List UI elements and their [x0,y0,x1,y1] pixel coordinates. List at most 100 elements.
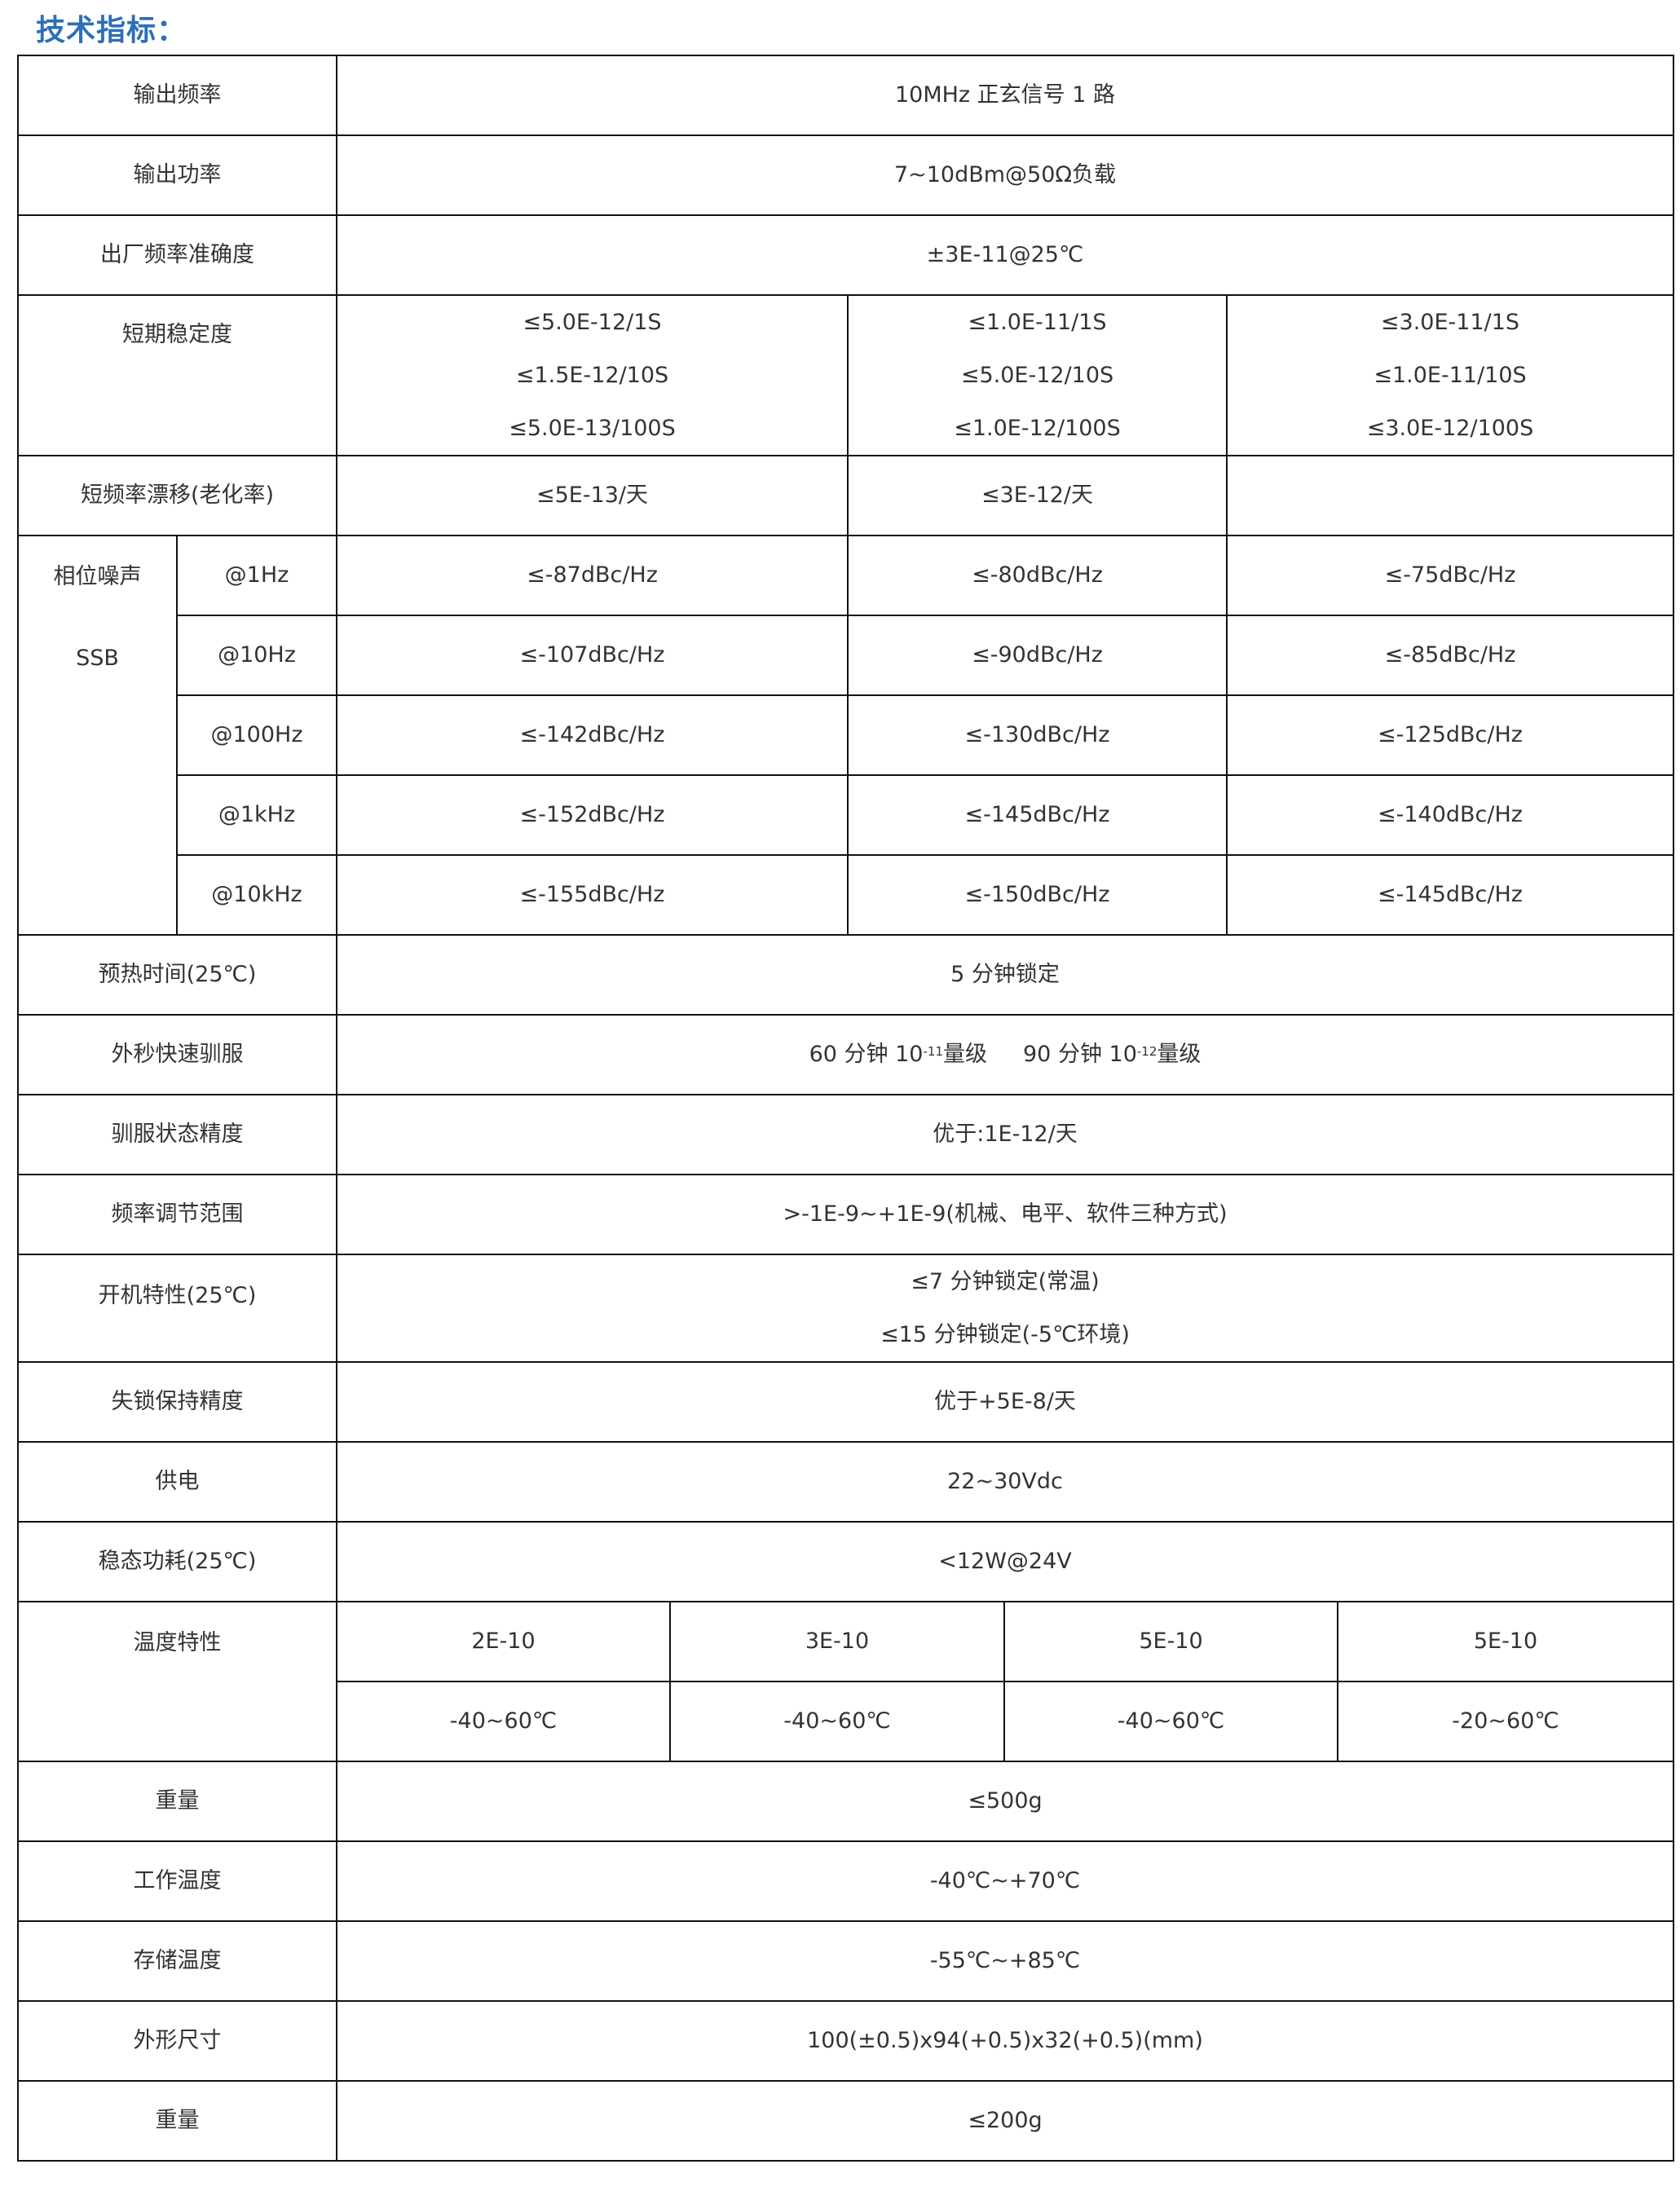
spec-value: ≤3E-12/天 [847,455,1228,536]
spec-label: 供电 [17,1441,337,1523]
spec-value: ≤-75dBc/Hz [1226,535,1674,616]
spec-row-phase-noise: @10Hz ≤-107dBc/Hz ≤-90dBc/Hz ≤-85dBc/Hz [18,615,1674,696]
spec-value-line: ≤1.0E-11/10S [1374,363,1527,388]
spec-value-group: ≤1.0E-11/1S ≤5.0E-12/10S ≤1.0E-12/100S [847,294,1228,456]
spec-row-temperature-range: -40~60℃ -40~60℃ -40~60℃ -20~60℃ [18,1681,1674,1762]
spec-value: ≤-142dBc/Hz [336,694,849,776]
taming-prefix: 90 分钟 10 [1023,1042,1137,1067]
spec-value-line: ≤3.0E-11/1S [1380,310,1520,335]
taming-exponent: -11 [923,1044,944,1059]
phase-noise-offset: @10kHz [176,854,337,936]
spec-value: ≤-145dBc/Hz [1226,854,1674,936]
spec-row: 频率调节范围 >-1E-9~+1E-9(机械、电平、软件三种方式) [17,1174,1674,1255]
phase-noise-label-line: 相位噪声 [53,564,142,589]
spec-value: ≤200g [336,2080,1674,2162]
spec-row: 存储温度 -55℃~+85℃ [17,1920,1674,2002]
spec-value: 22~30Vdc [336,1441,1674,1523]
temp-range-value: -40~60℃ [1003,1681,1338,1762]
spec-value-line: ≤5.0E-12/10S [960,363,1114,388]
spec-value-line: ≤1.0E-11/1S [968,310,1107,335]
spec-row-phase-noise: 相位噪声 SSB @1Hz ≤-87dBc/Hz ≤-80dBc/Hz ≤-75dBc/H… [17,535,1674,936]
phase-noise-label-line: SSB [76,646,119,671]
spec-row-warmup: 预热时间(25℃) 5 分钟锁定 [17,934,1674,1016]
spec-value: ≤-145dBc/Hz [847,774,1228,856]
spec-value: ≤5E-13/天 [336,455,849,536]
temp-stability-value: 3E-10 [669,1601,1005,1682]
spec-value: ±3E-11@25℃ [336,214,1674,296]
spec-label: 重量 [17,1761,337,1842]
spec-row-taming: 外秒快速驯服 60 分钟 10-11量级 90 分钟 10-12量级 [17,1014,1674,1095]
spec-value: 优于:1E-12/天 [336,1094,1674,1175]
spec-row: 重量 ≤200g [17,2080,1674,2162]
spec-row: 出厂频率准确度 ±3E-11@25℃ [17,214,1674,296]
spec-label: 驯服状态精度 [17,1094,337,1175]
spec-value: <12W@24V [336,1521,1674,1602]
spec-value: -55℃~+85℃ [336,1920,1674,2002]
spec-value: ≤-152dBc/Hz [336,774,849,856]
spec-label: 存储温度 [17,1920,337,2002]
spec-row-phase-noise: @10kHz ≤-155dBc/Hz ≤-150dBc/Hz ≤-145dBc/Hz [18,854,1674,936]
phase-noise-offset: @100Hz [176,694,337,776]
spec-value-line: ≤7 分钟锁定(常温) [911,1269,1100,1294]
spec-value: 7~10dBm@50Ω负载 [336,134,1674,216]
spec-value: ≤7 分钟锁定(常温) ≤15 分钟锁定(-5℃环境) [336,1254,1674,1363]
spec-row: 供电 22~30Vdc [17,1441,1674,1523]
spec-row: 工作温度 -40℃~+70℃ [17,1840,1674,1922]
spec-row-short-term-stability: 短期稳定度 ≤5.0E-12/1S ≤1.5E-12/10S ≤5.0E-13/100… [17,294,1674,456]
spec-label: 出厂频率准确度 [17,214,337,296]
spec-label: 预热时间(25℃) [17,934,337,1016]
spec-label: 短频率漂移(老化率) [17,455,337,536]
spec-row: 稳态功耗(25℃) <12W@24V [17,1521,1674,1602]
spec-label: 短期稳定度 [17,294,337,456]
spec-table: 输出频率 10MHz 正玄信号 1 路输出功率 7~10dBm@50Ω负载 出厂频率准… [17,55,1674,2162]
spec-row: 输出功率 7~10dBm@50Ω负载 [17,134,1674,216]
spec-value: ≤-140dBc/Hz [1226,774,1674,856]
spec-value: 优于+5E-8/天 [336,1361,1674,1443]
spec-label: 频率调节范围 [17,1174,337,1255]
phase-noise-offset: @1kHz [176,774,337,856]
temp-range-value: -40~60℃ [669,1681,1005,1762]
spec-value [1226,455,1674,536]
spec-value-line: ≤15 分钟锁定(-5℃环境) [880,1322,1130,1347]
phase-noise-offset: @1Hz [176,535,337,616]
temp-stability-value: 5E-10 [1337,1601,1674,1682]
spec-value: ≤-150dBc/Hz [847,854,1228,936]
spec-value: ≤-107dBc/Hz [336,615,849,696]
spec-value: ≤500g [336,1761,1674,1842]
taming-prefix: 60 分钟 10 [809,1042,924,1067]
spec-value-line: ≤1.0E-12/100S [954,416,1121,441]
spec-label: 输出功率 [17,134,337,216]
temp-stability-value: 5E-10 [1003,1601,1338,1682]
spec-value: ≤-155dBc/Hz [336,854,849,936]
spec-value-line: ≤3.0E-12/100S [1366,416,1534,441]
spec-label: 稳态功耗(25℃) [17,1521,337,1602]
spec-label: 重量 [17,2080,337,2162]
spec-row: 输出频率 10MHz 正玄信号 1 路 [17,55,1674,136]
spec-value-line: ≤5.0E-13/100S [509,416,676,441]
spec-label: 工作温度 [17,1840,337,1922]
spec-label: 开机特性(25℃) [17,1254,337,1363]
spec-value: >-1E-9~+1E-9(机械、电平、软件三种方式) [336,1174,1674,1255]
spec-value: ≤-80dBc/Hz [847,535,1228,616]
spec-row: 失锁保持精度 优于+5E-8/天 [17,1361,1674,1443]
spec-value: 10MHz 正玄信号 1 路 [336,55,1674,136]
spec-value: 100(±0.5)x94(+0.5)x32(+0.5)(mm) [336,2000,1674,2082]
spec-value-line: ≤1.5E-12/10S [515,363,669,388]
temp-stability-value: 2E-10 [336,1601,671,1682]
spec-label: 外形尺寸 [17,2000,337,2082]
temp-range-value: -20~60℃ [1337,1681,1674,1762]
spec-row: 驯服状态精度 优于:1E-12/天 [17,1094,1674,1175]
spec-value: ≤-90dBc/Hz [847,615,1228,696]
temp-range-value: -40~60℃ [336,1681,671,1762]
taming-suffix: 量级 [1157,1042,1202,1067]
spec-row-aging: 短频率漂移(老化率) ≤5E-13/天 ≤3E-12/天 [17,455,1674,536]
phase-noise-offset: @10Hz [176,615,337,696]
spec-label: 外秒快速驯服 [17,1014,337,1095]
taming-suffix: 量级 [943,1042,987,1067]
spec-label: 失锁保持精度 [17,1361,337,1443]
spec-label: 输出频率 [17,55,337,136]
spec-value: ≤-130dBc/Hz [847,694,1228,776]
spec-label: 温度特性 [17,1601,337,1762]
spec-row-phase-noise: @1kHz ≤-152dBc/Hz ≤-145dBc/Hz ≤-140dBc/Hz [18,774,1674,856]
spec-value: 60 分钟 10-11量级 90 分钟 10-12量级 [336,1014,1674,1095]
